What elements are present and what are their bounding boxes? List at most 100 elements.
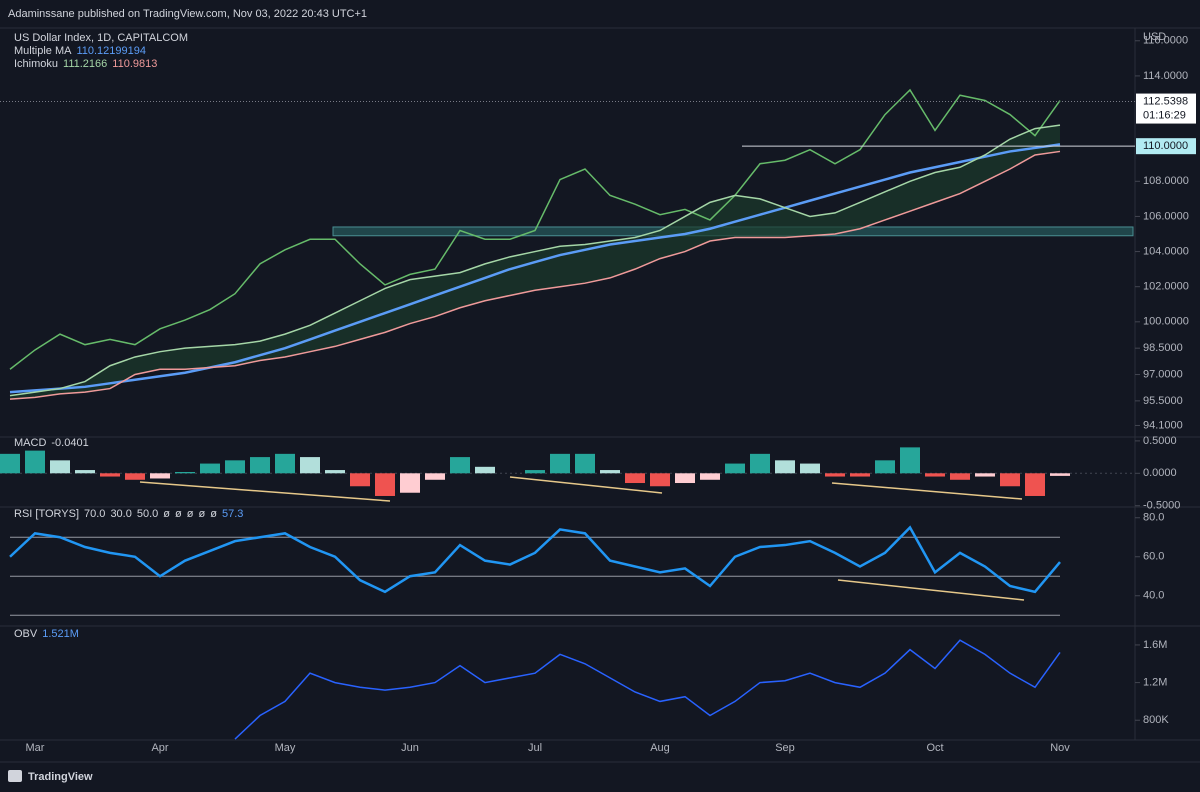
legend: Ichimoku 111.2166 110.9813 xyxy=(14,58,157,70)
legend-value: 1.521M xyxy=(42,628,79,640)
legend-value: -0.0401 xyxy=(51,437,88,449)
y-tick-label: 1.6M xyxy=(1143,639,1167,651)
y-tick-label: 108.0000 xyxy=(1143,175,1189,187)
legend-name: RSI [TORYS] xyxy=(14,508,79,520)
x-tick-label: Jun xyxy=(401,742,419,754)
x-tick-label: Mar xyxy=(26,742,45,754)
y-tick-label: 94.1000 xyxy=(1143,419,1183,431)
bar xyxy=(475,466,495,474)
bar xyxy=(775,460,795,474)
bar xyxy=(50,460,70,474)
price-label-box xyxy=(1136,138,1196,155)
bar xyxy=(250,457,270,474)
bar xyxy=(1025,473,1045,496)
bar xyxy=(1000,473,1020,487)
header: Adaminssane published on TradingView.com… xyxy=(8,8,367,20)
y-tick-label: 114.0000 xyxy=(1143,70,1188,82)
bar xyxy=(725,463,745,474)
bar xyxy=(925,473,945,477)
legend: MACD -0.0401 xyxy=(14,437,89,449)
bar xyxy=(975,473,995,477)
bar xyxy=(125,473,145,480)
legend-value: ø xyxy=(163,508,170,520)
y-tick-label: 80.0 xyxy=(1143,512,1164,524)
bar xyxy=(675,473,695,484)
y-tick-label: 102.0000 xyxy=(1143,281,1189,293)
price-label-box xyxy=(1136,93,1196,124)
bar xyxy=(0,453,20,474)
x-tick-label: Apr xyxy=(151,742,168,754)
bar xyxy=(825,473,845,477)
bar xyxy=(325,470,345,474)
bar xyxy=(150,473,170,479)
bar xyxy=(575,453,595,474)
trend-line xyxy=(831,482,1023,500)
bar xyxy=(175,472,195,474)
trend-line xyxy=(509,476,663,494)
bar xyxy=(400,473,420,493)
y-tick-label: 97.0000 xyxy=(1143,368,1183,380)
bar xyxy=(550,453,570,474)
y-tick-label: 106.0000 xyxy=(1143,210,1189,222)
legend-value: ø xyxy=(175,508,182,520)
legend-value: 50.0 xyxy=(137,508,158,520)
y-tick-label: -0.5000 xyxy=(1143,500,1180,512)
bar xyxy=(25,450,45,474)
y-tick-label: 0.0000 xyxy=(1143,467,1177,479)
trend-line xyxy=(139,481,391,502)
x-tick-label: Oct xyxy=(926,742,943,754)
legend-value: 111.2166 xyxy=(63,58,107,70)
bar xyxy=(750,453,770,474)
y-tick-label: 60.0 xyxy=(1143,551,1164,563)
legend-name: Ichimoku xyxy=(14,58,58,70)
bar xyxy=(700,473,720,480)
y-tick-label: 95.5000 xyxy=(1143,395,1183,407)
legend-value: 30.0 xyxy=(110,508,131,520)
legend-value: ø xyxy=(187,508,194,520)
price-label: 112.5398 xyxy=(1143,95,1188,107)
y-tick-label: 116.0000 xyxy=(1143,35,1188,47)
legend-name: MACD xyxy=(14,437,46,449)
series-line xyxy=(9,150,1061,400)
bar xyxy=(300,457,320,474)
series-line xyxy=(234,639,1061,740)
bar xyxy=(75,470,95,474)
trend-line xyxy=(837,579,1025,601)
legend-name: Multiple MA xyxy=(14,45,72,57)
bar xyxy=(1050,473,1070,476)
x-tick-label: May xyxy=(275,742,296,754)
series-line xyxy=(9,88,1061,370)
legend: Multiple MA 110.12199194 xyxy=(14,45,146,57)
legend-value: 70.0 xyxy=(84,508,105,520)
y-tick-label: 1.2M xyxy=(1143,676,1167,688)
x-tick-label: Nov xyxy=(1050,742,1070,754)
legend-value: ø xyxy=(210,508,217,520)
bar xyxy=(875,460,895,474)
bar xyxy=(900,447,920,474)
legend-name: OBV xyxy=(14,628,38,640)
bar xyxy=(450,457,470,474)
x-tick-label: Aug xyxy=(650,742,670,754)
legend-value: 110.12199194 xyxy=(76,45,146,57)
y-tick-label: 800K xyxy=(1143,714,1169,726)
price-label: 110.0000 xyxy=(1143,140,1188,152)
legend-name: US Dollar Index, 1D, CAPITALCOM xyxy=(14,32,188,44)
y-tick-label: 104.0000 xyxy=(1143,245,1189,257)
bar xyxy=(600,470,620,474)
bar xyxy=(200,463,220,474)
x-tick-label: Jul xyxy=(528,742,542,754)
legend: RSI [TORYS] 70.0 30.0 50.0 ø ø ø ø ø 57.3 xyxy=(14,508,243,520)
bar xyxy=(800,463,820,474)
series-line xyxy=(9,525,1061,594)
legend: US Dollar Index, 1D, CAPITALCOM xyxy=(14,32,188,44)
legend-value: ø xyxy=(198,508,205,520)
bar xyxy=(350,473,370,487)
footer: TradingView xyxy=(28,771,93,783)
x-tick-label: Sep xyxy=(775,742,795,754)
countdown: 01:16:29 xyxy=(1143,109,1186,121)
legend-value: 57.3 xyxy=(222,508,243,520)
y-tick-label: 100.0000 xyxy=(1143,316,1189,328)
bar xyxy=(625,473,645,484)
